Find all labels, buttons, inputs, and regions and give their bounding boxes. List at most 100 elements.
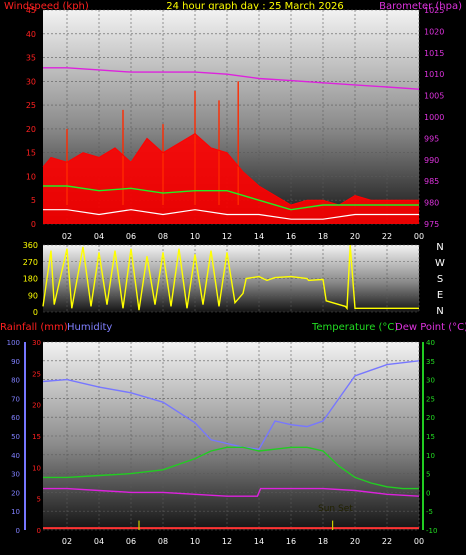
barometer-axis-title: Barometer (hpa) xyxy=(379,1,462,12)
windspeed-line xyxy=(42,132,419,206)
humidity-tick-label: 50 xyxy=(11,433,20,441)
temperature-tick-label: 35 xyxy=(426,358,435,366)
windspeed-axis-title: Windspeed (kph) xyxy=(4,1,89,12)
barometer-tick-label: 990 xyxy=(424,156,439,165)
compass-label: W xyxy=(435,258,445,269)
barometer-tick-label: 1000 xyxy=(424,113,444,122)
rainfall-tick-label: 30 xyxy=(32,339,41,347)
x-tick-label: 20 xyxy=(350,537,360,546)
x-tick-label: 08 xyxy=(158,537,168,546)
compass-label: S xyxy=(437,274,443,285)
x-tick-label: 16 xyxy=(286,537,296,546)
wind-tick-label: 5 xyxy=(31,196,36,205)
sunset-label: Sun Set xyxy=(318,504,353,514)
humidity-tick-label: 60 xyxy=(11,414,20,422)
x-tick-label: 12 xyxy=(222,232,232,241)
humidity-tick-label: 70 xyxy=(11,395,20,403)
direction-tick-label: 90 xyxy=(28,291,38,300)
avg-wind-line xyxy=(43,185,419,211)
humidity-tick-label: 30 xyxy=(11,471,20,479)
wind-tick-label: 0 xyxy=(31,220,36,229)
humidity-tick-label: 100 xyxy=(7,339,20,347)
rainfall-tick-label: 25 xyxy=(32,370,41,378)
temperature-tick-label: 20 xyxy=(426,414,435,422)
humidity-tick-label: 80 xyxy=(11,377,20,385)
rainfall-tick-label: 15 xyxy=(32,433,41,441)
compass-label: E xyxy=(437,290,443,301)
graph-title: 24 hour graph day : 25 March 2026 xyxy=(166,1,344,12)
x-tick-label: 18 xyxy=(318,537,328,546)
wind-tick-label: 10 xyxy=(26,172,36,181)
rainfall-tick-label: 5 xyxy=(37,496,41,504)
humidity-tick-label: 10 xyxy=(11,508,20,516)
dewpoint-line xyxy=(43,487,420,497)
compass-label: N xyxy=(436,242,443,253)
temperature-tick-label: 5 xyxy=(426,471,430,479)
wind-tick-label: 25 xyxy=(26,101,36,110)
wind-tick-label: 30 xyxy=(26,77,36,86)
temperature-tick-label: 40 xyxy=(426,339,435,347)
rainfall-tick-label: 10 xyxy=(32,464,41,472)
x-tick-label: 06 xyxy=(126,232,136,241)
x-tick-label: 10 xyxy=(190,537,200,546)
windspeed-area xyxy=(43,133,419,224)
x-tick-label: 14 xyxy=(254,537,264,546)
x-tick-label: 22 xyxy=(382,537,392,546)
rainfall-tick-label: 0 xyxy=(37,527,41,535)
humidity-tick-label: 90 xyxy=(11,358,20,366)
x-tick-label: 16 xyxy=(286,232,296,241)
x-tick-label: 00 xyxy=(414,537,424,546)
temperature-tick-label: 25 xyxy=(426,395,435,403)
barometer-tick-label: 980 xyxy=(424,199,439,208)
rainfall-axis-title: Rainfall (mm) xyxy=(0,322,68,333)
barometer-tick-label: 1005 xyxy=(424,92,444,101)
low-wind-line xyxy=(43,209,419,220)
barometer-tick-label: 1010 xyxy=(424,70,444,79)
humidity-line xyxy=(42,360,420,450)
x-tick-label: 02 xyxy=(62,232,72,241)
x-tick-label: 20 xyxy=(350,232,360,241)
temperature-tick-label: 15 xyxy=(426,433,435,441)
x-tick-label: 12 xyxy=(222,537,232,546)
compass-label: N xyxy=(436,306,443,317)
wind-tick-label: 20 xyxy=(26,125,36,134)
humidity-tick-label: 40 xyxy=(11,452,20,460)
temperature-tick-label: -10 xyxy=(426,527,437,535)
direction-tick-label: 0 xyxy=(33,308,38,317)
x-tick-label: 04 xyxy=(94,537,104,546)
barometer-tick-label: 1020 xyxy=(424,27,444,36)
barometer-tick-label: 1025 xyxy=(424,6,444,15)
wind-tick-label: 15 xyxy=(26,149,36,158)
wind-tick-label: 35 xyxy=(26,54,36,63)
direction-tick-label: 180 xyxy=(23,275,38,284)
x-tick-label: 08 xyxy=(158,232,168,241)
temperature-tick-label: -5 xyxy=(426,508,433,516)
x-tick-label: 06 xyxy=(126,537,136,546)
direction-tick-label: 360 xyxy=(23,241,38,250)
x-tick-label: 22 xyxy=(382,232,392,241)
temperature-tick-label: 0 xyxy=(426,489,430,497)
temperature-axis-title: Temperature (°C) xyxy=(311,322,398,333)
x-tick-label: 18 xyxy=(318,232,328,241)
x-tick-label: 04 xyxy=(94,232,104,241)
barometer-tick-label: 1015 xyxy=(424,49,444,58)
rainfall-tick-label: 20 xyxy=(32,402,41,410)
wind-tick-label: 40 xyxy=(26,30,36,39)
temperature-line xyxy=(43,446,419,490)
temperature-tick-label: 10 xyxy=(426,452,435,460)
barometer-tick-label: 995 xyxy=(424,134,439,143)
x-tick-label: 14 xyxy=(254,232,264,241)
humidity-tick-label: 0 xyxy=(16,527,20,535)
compass-labels: N W S E N xyxy=(435,242,445,317)
direction-tick-label: 270 xyxy=(23,258,38,267)
barometer-tick-label: 975 xyxy=(424,220,439,229)
x-tick-label: 10 xyxy=(190,232,200,241)
humidity-tick-label: 20 xyxy=(11,489,20,497)
wind-tick-label: 45 xyxy=(26,6,36,15)
x-tick-label: 02 xyxy=(62,537,72,546)
dewpoint-axis-title: Dew Point (°C) xyxy=(395,322,466,333)
wind-direction-line xyxy=(42,244,419,311)
humidity-axis-title: Humidity xyxy=(67,322,112,333)
barometer-line xyxy=(43,67,420,90)
